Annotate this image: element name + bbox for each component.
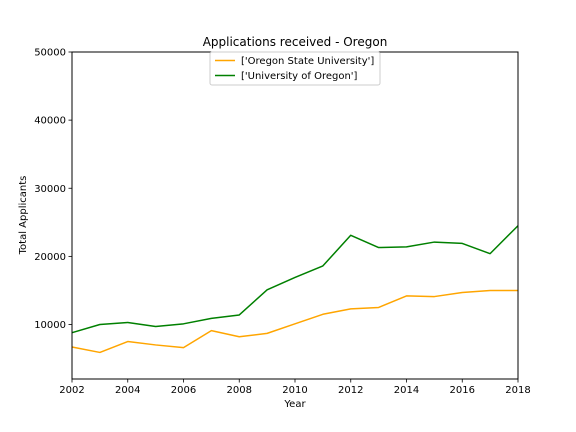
- y-axis: 10000 20000 30000 40000 50000: [34, 48, 72, 331]
- x-tick-label: 2016: [450, 385, 475, 396]
- x-axis: 2002 2004 2006 2008 2010 2012 2014 2016 2018: [59, 379, 531, 396]
- x-tick-label: 2018: [505, 385, 530, 396]
- x-tick-label: 2008: [227, 385, 252, 396]
- y-tick-label: 20000: [34, 252, 66, 263]
- chart-title: Applications received - Oregon: [203, 35, 388, 49]
- series-line-0: [71, 289, 518, 354]
- x-axis-label: Year: [283, 399, 306, 410]
- x-tick-label: 2002: [59, 385, 84, 396]
- y-axis-label: Total Applicants: [18, 176, 29, 256]
- x-tick-label: 2004: [115, 385, 140, 396]
- y-tick-label: 30000: [34, 184, 66, 195]
- legend-label-oregon-state: ['Oregon State University']: [241, 56, 374, 67]
- y-tick-label: 40000: [34, 116, 66, 127]
- legend-box: [209, 51, 381, 86]
- legend-label-university-of-oregon: ['University of Oregon']: [241, 71, 358, 82]
- x-tick-label: 2006: [171, 385, 196, 396]
- y-tick-label: 50000: [34, 48, 66, 59]
- y-tick-label: 10000: [34, 320, 66, 331]
- series-line-1: [71, 225, 519, 334]
- series-layer: [71, 225, 519, 354]
- x-tick-label: 2010: [282, 385, 307, 396]
- x-tick-label: 2012: [338, 385, 363, 396]
- x-tick-label: 2014: [394, 385, 419, 396]
- legend: ['Oregon State University'] ['University…: [209, 51, 381, 86]
